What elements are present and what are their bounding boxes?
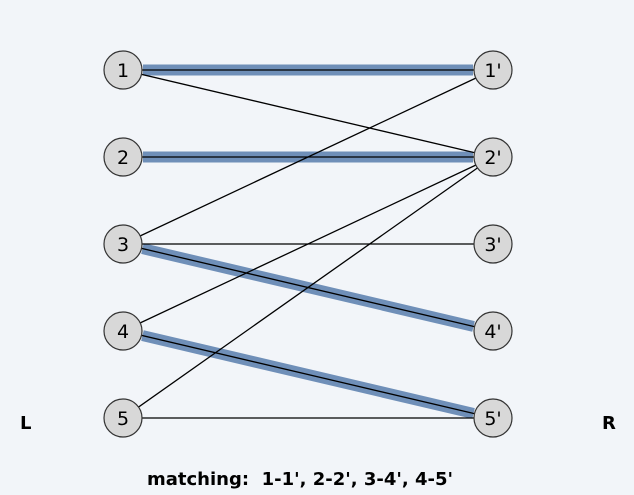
right-node-3p: 3' <box>473 224 513 264</box>
right-node-4p: 4' <box>473 311 513 351</box>
node-circle <box>473 398 513 438</box>
node-label: 5' <box>484 408 501 430</box>
node-label: 2' <box>484 147 501 169</box>
edge-5-2p <box>122 156 494 419</box>
matching-caption: matching: 1-1', 2-2', 3-4', 4-5' <box>146 469 454 490</box>
left-node-1: 1 <box>103 50 143 90</box>
node-label: 1 <box>117 60 129 82</box>
left-node-3: 3 <box>103 224 143 264</box>
right-node-5p: 5' <box>473 398 513 438</box>
node-label: 3 <box>117 234 129 256</box>
left-node-5: 5 <box>103 398 143 438</box>
edge-4-2p <box>122 156 494 332</box>
node-label: 4' <box>484 321 501 343</box>
node-circle <box>103 224 143 264</box>
left-node-2: 2 <box>103 137 143 177</box>
node-label: 2 <box>117 147 129 169</box>
node-circle <box>473 224 513 264</box>
edge-3-1p <box>122 69 494 245</box>
node-circle <box>103 398 143 438</box>
nodes: 1 2 3 4 5 1' 2' 3' 4' 5' <box>103 50 513 438</box>
node-label: 3' <box>484 234 501 256</box>
right-node-2p: 2' <box>473 137 513 177</box>
node-label: 4 <box>117 321 129 343</box>
edges <box>122 69 494 419</box>
node-circle <box>473 137 513 177</box>
left-side-label: L <box>20 413 32 434</box>
matched-edge-highlights <box>141 64 475 419</box>
node-label: 5 <box>117 408 129 430</box>
edge-1-2p <box>122 69 494 158</box>
node-circle <box>103 50 143 90</box>
node-circle <box>103 137 143 177</box>
node-label: 1' <box>484 60 501 82</box>
node-circle <box>473 50 513 90</box>
node-circle <box>103 311 143 351</box>
node-circle <box>473 311 513 351</box>
right-node-1p: 1' <box>473 50 513 90</box>
left-node-4: 4 <box>103 311 143 351</box>
right-side-label: R <box>602 413 616 434</box>
edge-4-5p <box>122 330 494 419</box>
